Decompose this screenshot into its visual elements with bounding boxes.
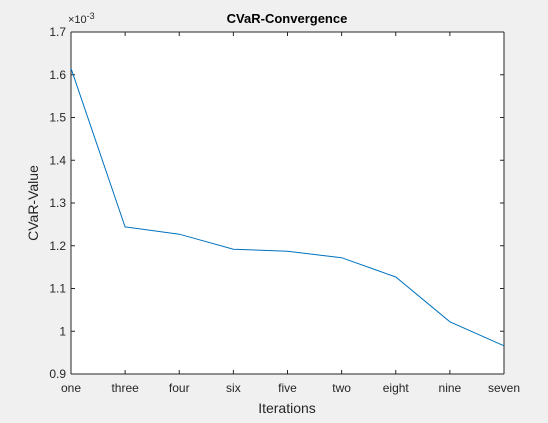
x-tick-label: four <box>169 381 190 395</box>
x-tick-label: one <box>61 381 81 395</box>
x-tick-label: five <box>278 381 297 395</box>
y-exponent-power: -3 <box>87 11 95 21</box>
plot-area <box>71 32 504 374</box>
y-tick-label: 1.5 <box>49 111 66 125</box>
y-tick-label: 1.7 <box>49 25 66 39</box>
series-line <box>70 68 505 347</box>
x-tick-label: seven <box>488 381 520 395</box>
x-tick-label: three <box>111 381 139 395</box>
y-tick-label: 1.3 <box>49 196 66 210</box>
y-tick-label: 1.4 <box>49 153 66 167</box>
y-tick-label: 0.9 <box>49 367 66 381</box>
tick-labels: one three four six five two eight nine seven 0.9 1… <box>49 25 520 395</box>
x-tick-label: two <box>332 381 351 395</box>
x-tick-label: nine <box>439 381 462 395</box>
y-axis-label: CVaR-Value <box>25 165 41 241</box>
x-tick-label: eight <box>383 381 410 395</box>
x-tick-label: six <box>226 381 241 395</box>
y-tick-label: 1.1 <box>49 282 66 296</box>
axes <box>70 31 505 375</box>
x-axis-label: Iterations <box>258 400 316 416</box>
y-exponent-label: ×10-3 <box>68 11 95 26</box>
chart-title: CVaR-Convergence <box>227 11 348 26</box>
y-exponent-base: ×10 <box>68 14 87 26</box>
y-tick-label: 1 <box>59 324 66 338</box>
y-tick-label: 1.6 <box>49 68 66 82</box>
y-tick-label: 1.2 <box>49 239 66 253</box>
